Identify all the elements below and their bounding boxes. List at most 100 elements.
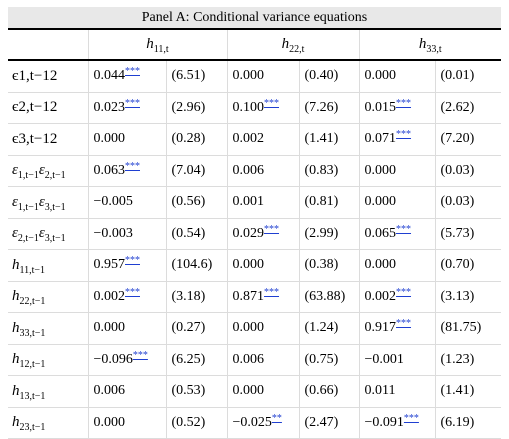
coefficient-value: 0.000	[93, 131, 126, 147]
t-stat-cell: (0.75)	[299, 344, 360, 376]
coefficient-cell: 0.917***	[359, 312, 436, 345]
coefficient-value: 0.000	[93, 320, 126, 336]
significance-stars: ***	[125, 66, 140, 78]
header-h33: h33,t	[359, 30, 502, 61]
t-stat-cell: (2.96)	[166, 92, 228, 124]
coefficient-cell: −0.096***	[88, 344, 167, 376]
significance-stars: ***	[264, 97, 280, 109]
t-stat-cell: (81.75)	[435, 312, 502, 345]
coefficient-cell: 0.071***	[359, 123, 436, 156]
table-row: є2,t−12 0.023*** (2.96) 0.100*** (7.26) 0.015…	[8, 92, 502, 124]
coefficient-value: 0.002	[232, 131, 265, 147]
t-stat-cell: (1.24)	[299, 312, 360, 345]
t-stat-cell: (0.53)	[166, 375, 228, 408]
coefficient-cell: 0.044***	[88, 60, 167, 93]
significance-stars: ***	[125, 286, 140, 298]
coefficient-cell: 0.063***	[88, 155, 167, 187]
row-label: є1,t−12	[8, 60, 89, 93]
coefficient-value: 0.065	[364, 225, 397, 241]
coefficient-value: 0.071	[364, 131, 397, 147]
t-stat-cell: (0.28)	[166, 123, 228, 156]
t-stat-cell: (0.52)	[166, 407, 228, 439]
t-stat-cell: (1.23)	[435, 344, 502, 376]
t-stat-cell: (1.41)	[299, 123, 360, 156]
table-row: ε1,t−1ε2,t−1 0.063*** (7.04) 0.006 (0.83) 0.0…	[8, 155, 502, 187]
t-stat-cell: (7.20)	[435, 123, 502, 156]
table-row: h22,t−1 0.002*** (3.18) 0.871*** (63.88) 0.00…	[8, 281, 502, 313]
t-stat-cell: (3.13)	[435, 281, 502, 313]
row-label: h12,t−1	[8, 344, 89, 376]
variance-table-panel: Panel A: Conditional variance equations …	[8, 7, 502, 439]
coefficient-cell: 0.002***	[88, 281, 167, 313]
coefficient-cell: −0.025**	[227, 407, 300, 439]
t-stat-cell: (3.18)	[166, 281, 228, 313]
significance-stars: ***	[125, 160, 140, 172]
coefficient-cell: −0.091***	[359, 407, 436, 439]
significance-stars: ***	[396, 97, 412, 109]
row-label: h22,t−1	[8, 281, 89, 313]
coefficient-value: −0.001	[364, 351, 404, 367]
t-stat-cell: (0.70)	[435, 249, 502, 282]
t-stat-cell: (6.25)	[166, 344, 228, 376]
row-label: ε2,t−1ε3,t−1	[8, 218, 89, 250]
t-stat-cell: (6.51)	[166, 60, 228, 93]
coefficient-value: 0.002	[364, 288, 397, 304]
row-label: ε1,t−1ε3,t−1	[8, 186, 89, 219]
header-row: h11,t h22,t h33,t	[8, 30, 502, 61]
coefficient-value: 0.015	[364, 99, 397, 115]
table-row: h33,t−1 0.000 (0.27) 0.000 (1.24) 0.917*** (81…	[8, 312, 502, 345]
coefficient-cell: 0.006	[227, 155, 300, 187]
significance-stars: ***	[396, 223, 412, 235]
coefficient-cell: 0.002***	[359, 281, 436, 313]
coefficient-cell: 0.023***	[88, 92, 167, 124]
t-stat-cell: (6.19)	[435, 407, 502, 439]
t-stat-cell: (0.40)	[299, 60, 360, 93]
coefficient-value: −0.003	[93, 225, 133, 241]
significance-stars: ***	[125, 255, 140, 267]
coefficient-cell: 0.871***	[227, 281, 300, 313]
coefficient-cell: 0.015***	[359, 92, 436, 124]
row-label: h13,t−1	[8, 375, 89, 408]
coefficient-value: 0.000	[232, 320, 265, 336]
coefficient-cell: 0.000	[359, 60, 436, 93]
t-stat-cell: (0.01)	[435, 60, 502, 93]
coefficient-value: 0.006	[232, 351, 265, 367]
coefficient-value: 0.917	[364, 320, 397, 336]
t-stat-cell: (0.38)	[299, 249, 360, 282]
row-label: h33,t−1	[8, 312, 89, 345]
coefficient-value: 0.000	[93, 414, 126, 430]
coefficient-cell: 0.000	[227, 60, 300, 93]
t-stat-cell: (0.03)	[435, 155, 502, 187]
coefficient-value: 0.000	[232, 383, 265, 399]
significance-stars: ***	[125, 97, 140, 109]
coefficient-value: 0.000	[364, 257, 397, 273]
coefficient-value: 0.023	[93, 99, 126, 115]
coefficient-value: 0.011	[364, 383, 396, 399]
coefficient-cell: 0.000	[227, 249, 300, 282]
coefficient-cell: 0.011	[359, 375, 436, 408]
row-label: h11,t−1	[8, 249, 89, 282]
coefficient-cell: 0.002	[227, 123, 300, 156]
panel-title: Panel A: Conditional variance equations	[8, 7, 501, 30]
coefficient-value: 0.000	[364, 162, 397, 178]
coefficient-value: −0.091	[364, 414, 404, 430]
coefficient-cell: 0.065***	[359, 218, 436, 250]
coefficient-cell: −0.001	[359, 344, 436, 376]
t-stat-cell: (7.04)	[166, 155, 228, 187]
coefficient-cell: −0.003	[88, 218, 167, 250]
coefficient-value: 0.100	[232, 99, 265, 115]
t-stat-cell: (1.41)	[435, 375, 502, 408]
t-stat-cell: (104.6)	[166, 249, 228, 282]
t-stat-cell: (0.83)	[299, 155, 360, 187]
significance-stars: **	[271, 412, 282, 424]
coefficient-value: −0.096	[93, 351, 133, 367]
coefficient-cell: 0.957***	[88, 249, 167, 282]
coefficient-value: 0.001	[232, 194, 265, 210]
t-stat-cell: (0.66)	[299, 375, 360, 408]
t-stat-cell: (0.03)	[435, 186, 502, 219]
coefficient-value: 0.063	[93, 162, 126, 178]
table-row: h23,t−1 0.000 (0.52) −0.025** (2.47) −0.091**…	[8, 407, 502, 439]
coefficient-cell: 0.000	[227, 312, 300, 345]
significance-stars: ***	[264, 286, 280, 298]
t-stat-cell: (0.27)	[166, 312, 228, 345]
